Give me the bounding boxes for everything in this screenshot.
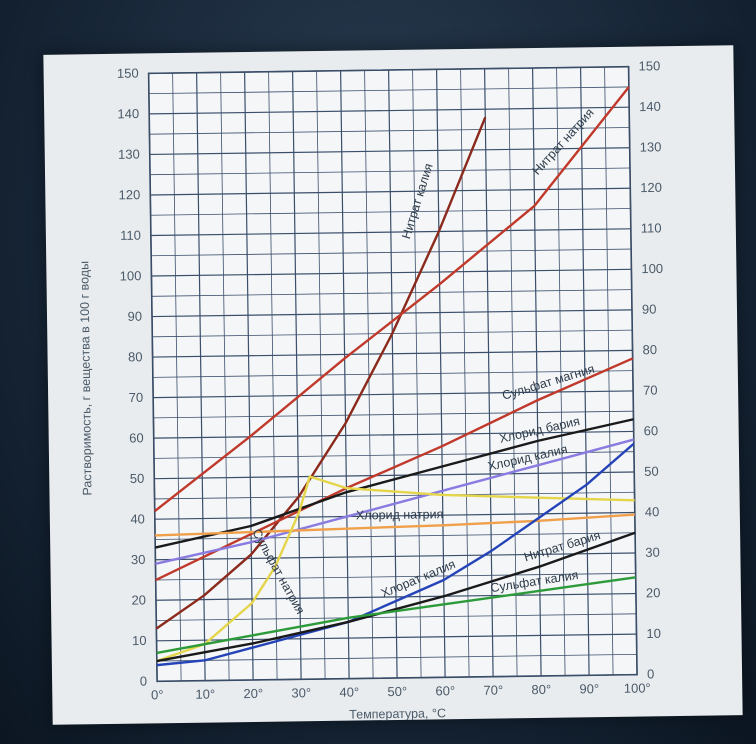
y-tick-label-left: 130 xyxy=(118,147,140,162)
grid-line-horizontal xyxy=(154,491,635,500)
grid-line-horizontal xyxy=(153,410,634,419)
grid-line-horizontal xyxy=(153,451,634,459)
grid-line-horizontal xyxy=(150,167,630,176)
grid-line-horizontal xyxy=(149,106,630,115)
grid-line-horizontal xyxy=(155,552,636,561)
y-tick-label-right: 40 xyxy=(645,504,660,519)
grid-line-horizontal xyxy=(150,228,631,237)
series-line-0 xyxy=(155,116,487,630)
y-tick-label-left: 90 xyxy=(127,309,142,324)
y-tick-label-right: 60 xyxy=(644,423,659,438)
y-tick-label-left: 150 xyxy=(117,66,139,81)
series-lines xyxy=(153,86,636,667)
y-tick-label-right: 20 xyxy=(646,585,661,600)
y-tick-label-left: 120 xyxy=(119,187,141,202)
grid-line-horizontal xyxy=(148,86,629,95)
x-axis-label: Температура, °С xyxy=(349,706,446,721)
y-tick-label-right: 150 xyxy=(638,58,660,73)
y-tick-label-left: 60 xyxy=(129,430,144,445)
x-tick-label: 100° xyxy=(624,680,651,695)
y-tick-label-right: 100 xyxy=(641,261,663,276)
grid-line-horizontal xyxy=(156,653,637,662)
grid-line-horizontal xyxy=(155,592,636,601)
grid-line-horizontal xyxy=(149,127,630,135)
y-tick-label-right: 110 xyxy=(641,220,662,235)
y-tick-label-right: 10 xyxy=(646,626,661,641)
grid-line-horizontal xyxy=(152,309,632,318)
grid-line-horizontal xyxy=(157,674,638,682)
series-line-6 xyxy=(156,475,635,663)
y-tick-label-right: 90 xyxy=(642,302,657,317)
y-tick-label-right: 70 xyxy=(643,383,658,398)
x-tick-label: 60° xyxy=(435,683,455,698)
series-line-1 xyxy=(153,86,630,513)
grid-line-horizontal xyxy=(151,248,632,257)
chart-paper: Нитрат калия Нитрат натрия Сульфат магния Х… xyxy=(43,45,743,725)
series-line-4 xyxy=(155,438,635,566)
y-axis-label: Растворимость, г вещества в 100 г воды xyxy=(77,261,94,496)
grid-line-horizontal xyxy=(155,572,636,581)
x-tick-label: 50° xyxy=(387,684,407,699)
series-label-5: Хлорид натрия xyxy=(356,507,444,522)
grid-line-horizontal xyxy=(149,147,630,156)
y-tick-label-left: 110 xyxy=(120,228,141,243)
grid-line-horizontal xyxy=(151,268,632,277)
grid-line-horizontal xyxy=(156,613,637,621)
y-tick-label-right: 30 xyxy=(645,545,660,560)
grid-line-horizontal xyxy=(154,471,635,480)
y-tick-label-left: 20 xyxy=(131,592,146,607)
y-tick-label-right: 130 xyxy=(640,139,662,154)
x-tick-label: 90° xyxy=(579,681,599,696)
grid-line-horizontal xyxy=(156,633,637,642)
y-tick-label-right: 140 xyxy=(639,99,661,114)
grid-line-horizontal xyxy=(155,532,636,540)
grid xyxy=(147,65,638,683)
y-tick-label-left: 70 xyxy=(129,390,144,405)
y-tick-label-left: 100 xyxy=(120,268,142,283)
grid-line-horizontal xyxy=(154,511,635,520)
grid-line-horizontal xyxy=(151,289,632,297)
y-tick-label-left: 40 xyxy=(130,511,145,526)
series-line-8 xyxy=(156,531,636,663)
x-tick-label: 80° xyxy=(531,682,551,697)
series-line-2 xyxy=(155,357,634,582)
y-tick-label-right: 120 xyxy=(640,180,662,195)
series-line-7 xyxy=(156,442,635,667)
y-tick-label-left: 30 xyxy=(131,552,146,567)
y-tick-label-left: 50 xyxy=(130,471,145,486)
x-tick-label: 0° xyxy=(151,687,164,702)
y-tick-label-right: 50 xyxy=(644,464,659,479)
x-tick-label: 30° xyxy=(291,685,311,700)
y-tick-label-left: 80 xyxy=(128,349,143,364)
y-tick-label-right: 0 xyxy=(647,666,654,681)
y-tick-label-right: 80 xyxy=(642,342,657,357)
series-line-5 xyxy=(155,513,635,537)
x-tick-label: 40° xyxy=(339,685,359,700)
x-tick-label: 10° xyxy=(195,687,215,702)
x-tick-label: 20° xyxy=(243,686,263,701)
grid-line-horizontal xyxy=(150,187,631,196)
tick-labels: 0102030405060708090100110120130140150010… xyxy=(117,58,663,702)
y-tick-label-left: 140 xyxy=(117,106,139,121)
y-tick-label-left: 10 xyxy=(132,633,147,648)
y-tick-label-left: 0 xyxy=(140,673,147,688)
grid-line-horizontal xyxy=(153,430,634,439)
grid-line-horizontal xyxy=(153,390,634,399)
grid-line-horizontal xyxy=(152,349,633,358)
series-line-3 xyxy=(154,418,634,549)
grid-line-horizontal xyxy=(152,370,633,378)
series-line-9 xyxy=(156,576,636,655)
grid-line-horizontal xyxy=(148,66,629,74)
x-tick-label: 70° xyxy=(483,682,503,697)
grid-line-horizontal xyxy=(150,208,631,216)
